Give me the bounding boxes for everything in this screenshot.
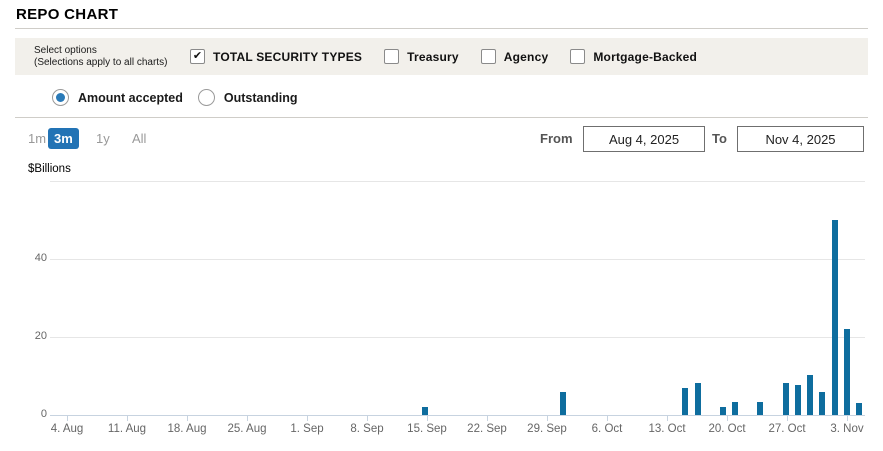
- bar-oct-28[interactable]: [795, 385, 801, 415]
- series-toggle-group: Amount accepted Outstanding: [52, 89, 298, 106]
- select-options-line2: (Selections apply to all charts): [34, 56, 168, 68]
- x-axis-label: 3. Nov: [830, 423, 864, 435]
- bar-oct-21[interactable]: [732, 402, 738, 415]
- x-axis-tick: [847, 416, 848, 421]
- bar-nov-4[interactable]: [856, 403, 862, 415]
- radio-label: Outstanding: [223, 90, 298, 105]
- select-options-caption: Select options (Selections apply to all …: [34, 45, 190, 69]
- x-axis-label: 6. Oct: [591, 423, 623, 435]
- x-axis-label: 22. Sep: [467, 423, 507, 435]
- bar-oct-16[interactable]: [695, 383, 701, 415]
- y-axis-label: 0: [40, 408, 47, 420]
- x-axis-tick: [487, 416, 488, 421]
- range-button-1y[interactable]: 1y: [90, 128, 116, 149]
- y-axis-label: 20: [34, 330, 47, 342]
- radio-circle-icon[interactable]: [52, 89, 69, 106]
- x-axis-tick: [187, 416, 188, 421]
- checkbox-box[interactable]: [570, 49, 586, 64]
- gridline-40: [50, 259, 865, 260]
- x-axis-label: 29. Sep: [527, 423, 567, 435]
- x-axis-label: 15. Sep: [407, 423, 447, 435]
- x-axis-label: 18. Aug: [167, 423, 207, 435]
- bar-oct-20[interactable]: [720, 407, 726, 415]
- gridline-20: [50, 337, 865, 338]
- radio-circle-icon[interactable]: [197, 89, 215, 106]
- bar-sep-30[interactable]: [560, 392, 566, 415]
- x-axis-label: 25. Aug: [227, 423, 267, 435]
- x-axis-tick: [67, 416, 68, 421]
- bar-oct-23[interactable]: [757, 402, 763, 415]
- radio-selected-dot: [56, 93, 65, 102]
- x-axis-tick: [247, 416, 248, 421]
- bar-oct-29[interactable]: [807, 375, 813, 415]
- bar-nov-3[interactable]: [844, 329, 850, 415]
- x-axis-tick: [427, 416, 428, 421]
- x-axis-label: 11. Aug: [107, 423, 147, 435]
- from-label: From: [540, 131, 573, 146]
- select-options-bar: Select options (Selections apply to all …: [15, 38, 868, 75]
- checkbox-mortgage-backed[interactable]: Mortgage-Backed: [570, 49, 697, 64]
- checkmark-icon: ✔: [192, 50, 203, 62]
- x-axis-tick: [307, 416, 308, 421]
- select-options-line1: Select options: [34, 44, 97, 56]
- y-axis-label: 40: [34, 252, 47, 264]
- checkbox-total-security-types[interactable]: ✔ TOTAL SECURITY TYPES: [190, 49, 362, 64]
- bar-oct-15[interactable]: [682, 388, 688, 415]
- x-axis-tick: [787, 416, 788, 421]
- range-button-all[interactable]: All: [126, 128, 152, 149]
- checkbox-label: Mortgage-Backed: [593, 49, 698, 64]
- checkbox-label: Treasury: [407, 49, 459, 64]
- x-axis-label: 13. Oct: [648, 423, 686, 435]
- checkbox-group: ✔ TOTAL SECURITY TYPES Treasury Agency Mortg…: [190, 49, 697, 64]
- from-date-input[interactable]: [583, 126, 705, 152]
- x-axis-tick: [547, 416, 548, 421]
- to-label: To: [712, 131, 727, 146]
- radio-amount-accepted[interactable]: Amount accepted: [52, 89, 183, 106]
- range-button-3m[interactable]: 3m: [48, 128, 79, 149]
- repo-bar-chart: $Billions 0 20 40 4. Aug 11. Aug 18. Aug 25. A…: [0, 160, 883, 451]
- x-axis-tick: [667, 416, 668, 421]
- range-button-1m[interactable]: 1m: [22, 128, 52, 149]
- x-axis-label: 27. Oct: [768, 423, 806, 435]
- x-axis-label: 4. Aug: [50, 423, 84, 435]
- x-axis-label: 8. Sep: [350, 423, 384, 435]
- x-axis-label: 1. Sep: [290, 423, 324, 435]
- page-title: REPO CHART: [16, 6, 119, 23]
- checkbox-agency[interactable]: Agency: [480, 49, 549, 64]
- x-axis-line: [50, 415, 865, 416]
- x-axis-tick: [367, 416, 368, 421]
- gridline-60: [50, 181, 865, 182]
- to-date-input[interactable]: [737, 126, 864, 152]
- checkbox-box[interactable]: [384, 49, 400, 64]
- x-axis-label: 20. Oct: [708, 423, 746, 435]
- x-axis-tick: [727, 416, 728, 421]
- radio-label: Amount accepted: [78, 90, 183, 105]
- checkbox-box[interactable]: [480, 49, 496, 64]
- checkbox-label: TOTAL SECURITY TYPES: [213, 49, 363, 64]
- bar-sep-15[interactable]: [422, 407, 428, 415]
- bar-oct-31[interactable]: [832, 220, 838, 415]
- checkbox-label: Agency: [503, 49, 549, 64]
- title-divider: [15, 28, 868, 29]
- section-divider: [15, 117, 868, 118]
- x-axis-tick: [127, 416, 128, 421]
- checkbox-box[interactable]: ✔: [190, 49, 205, 64]
- x-axis-tick: [607, 416, 608, 421]
- y-axis-title: $Billions: [28, 163, 71, 175]
- checkbox-treasury[interactable]: Treasury: [384, 49, 459, 64]
- bar-oct-27[interactable]: [783, 383, 789, 415]
- radio-outstanding[interactable]: Outstanding: [197, 89, 298, 106]
- bar-oct-30[interactable]: [819, 392, 825, 415]
